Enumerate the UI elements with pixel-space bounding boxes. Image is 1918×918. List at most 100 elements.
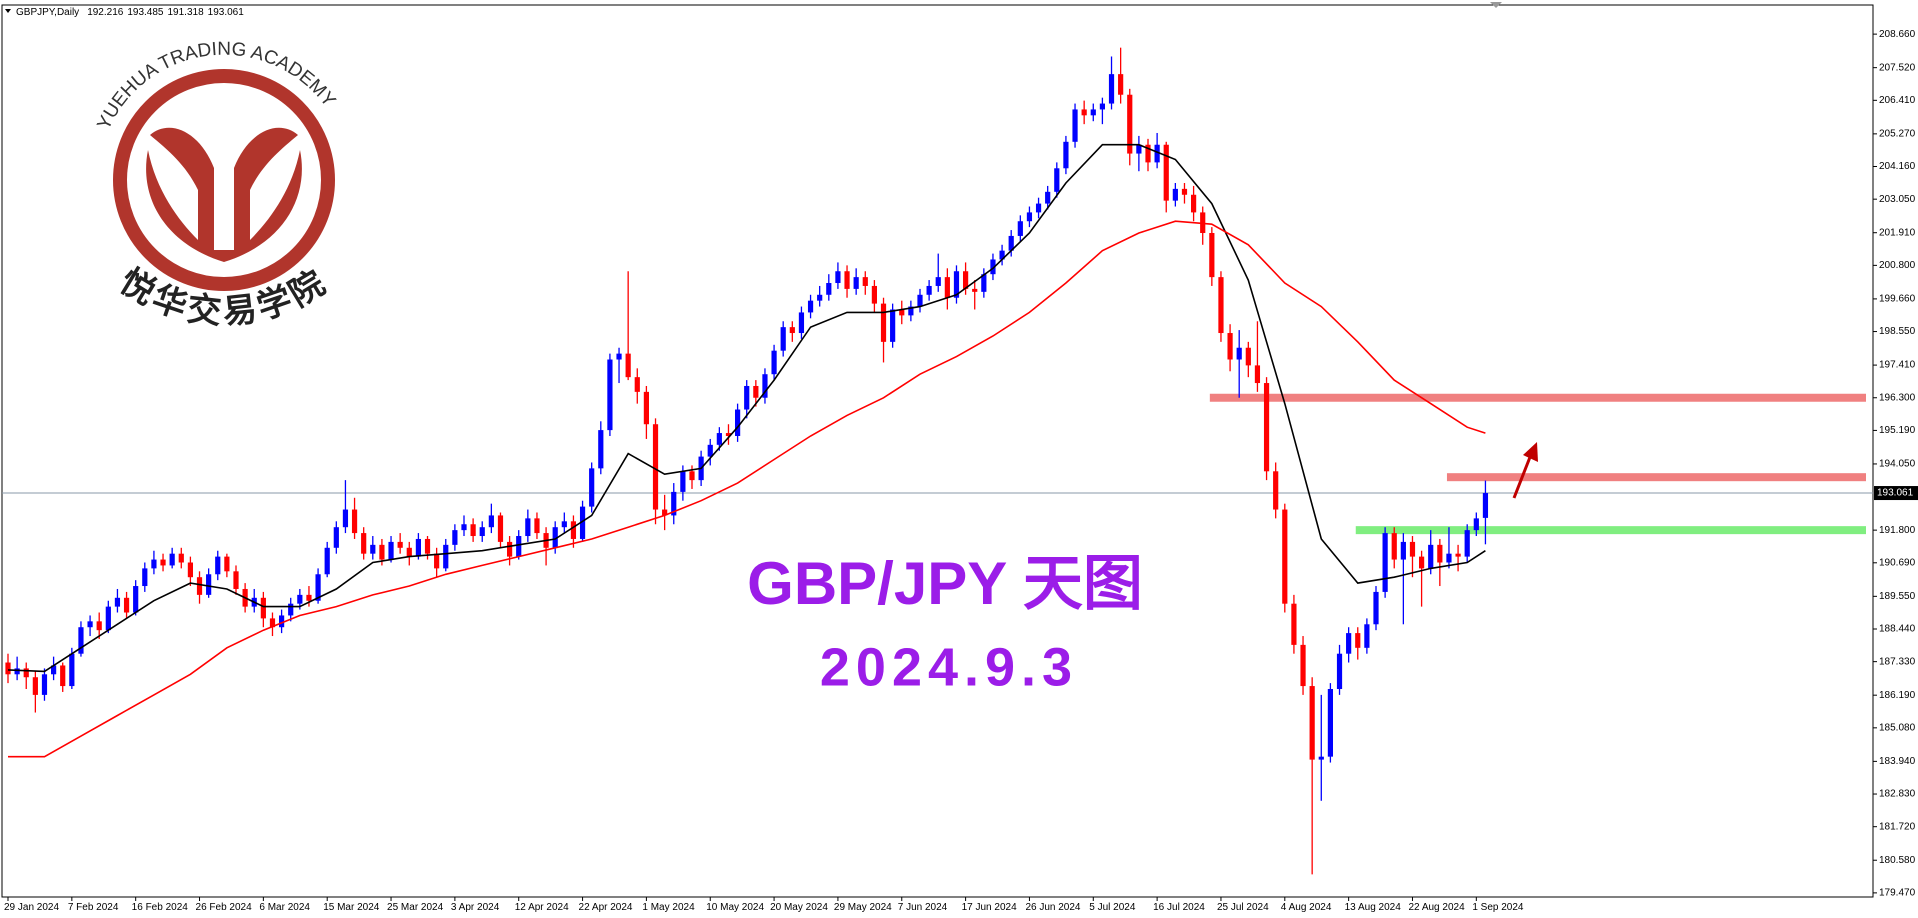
candle-body xyxy=(525,518,531,537)
candle-body xyxy=(1090,109,1096,116)
candle-body xyxy=(1209,233,1215,278)
header: GBPJPY,Daily 192.216 193.485 191.318 193.061 xyxy=(16,7,244,18)
candle-body xyxy=(1327,689,1333,757)
candle-body xyxy=(935,277,941,286)
candle-body xyxy=(671,491,677,516)
candle-body xyxy=(1437,544,1443,563)
y-tick-label: 185.080 xyxy=(1879,722,1916,733)
y-tick-label: 197.410 xyxy=(1879,360,1916,371)
y-tick-label: 204.160 xyxy=(1879,161,1916,172)
x-tick-label: 6 Mar 2024 xyxy=(259,902,310,913)
candle-body xyxy=(552,527,558,548)
y-tick-label: 196.300 xyxy=(1879,392,1916,403)
y-tick-label: 208.660 xyxy=(1879,29,1916,40)
candle-body xyxy=(972,288,978,292)
candle-body xyxy=(516,536,522,557)
candle-body xyxy=(1081,109,1087,116)
arrow-head xyxy=(1523,442,1538,462)
x-tick-label: 3 Apr 2024 xyxy=(451,902,500,913)
candle-body xyxy=(871,285,877,304)
candle-body xyxy=(424,538,431,554)
candle-body xyxy=(1026,212,1033,222)
candle-body xyxy=(315,574,321,601)
candle-body xyxy=(1127,94,1133,154)
candle-body xyxy=(1099,103,1105,110)
y-tick-label: 199.660 xyxy=(1879,294,1916,305)
candle-body xyxy=(862,277,868,286)
candle-body xyxy=(1400,541,1406,560)
candle-body xyxy=(725,433,732,436)
candle-body xyxy=(105,606,111,631)
y-tick-label: 187.330 xyxy=(1879,656,1916,667)
y-tick-label: 207.520 xyxy=(1879,62,1916,73)
candle-body xyxy=(507,541,513,557)
candle-body xyxy=(680,471,686,492)
moving-average xyxy=(8,220,1486,758)
last-price-label: 193.061 xyxy=(1877,488,1914,499)
candle-body xyxy=(616,353,622,360)
candle-body xyxy=(1008,235,1014,251)
candle-body xyxy=(953,271,960,298)
candle-body xyxy=(78,627,84,654)
candle-body xyxy=(1391,533,1397,560)
candle-body xyxy=(716,433,722,445)
y-tick-label: 180.580 xyxy=(1879,855,1916,866)
y-tick-label: 203.050 xyxy=(1879,194,1916,205)
candle-body xyxy=(488,515,494,528)
y-tick-label: 189.550 xyxy=(1879,591,1916,602)
candle-body xyxy=(1455,553,1461,557)
candle-body xyxy=(981,274,987,292)
y-tick-label: 191.800 xyxy=(1879,525,1916,536)
x-tick-label: 16 Feb 2024 xyxy=(132,902,189,913)
x-tick-label: 20 May 2024 xyxy=(770,902,828,913)
candle-body xyxy=(224,556,230,572)
y-tick-label: 179.470 xyxy=(1879,888,1916,899)
candle-body xyxy=(899,309,905,316)
candle-body xyxy=(625,353,631,378)
x-tick-label: 7 Jun 2024 xyxy=(898,902,948,913)
candle-body xyxy=(1336,653,1343,690)
candle-body xyxy=(1245,347,1251,366)
candle-body xyxy=(643,391,649,425)
candle-body xyxy=(142,568,148,587)
candle-body xyxy=(288,603,294,616)
candle-body xyxy=(32,677,38,695)
candle-body xyxy=(196,577,203,595)
x-tick-label: 4 Aug 2024 xyxy=(1281,902,1332,913)
candle-body xyxy=(1035,203,1042,213)
candle-body xyxy=(206,574,212,595)
header-symbol: GBPJPY,Daily xyxy=(16,7,79,18)
candle-body xyxy=(771,350,777,375)
candle-body xyxy=(880,303,887,342)
candle-body xyxy=(51,665,57,675)
candle-body xyxy=(1227,333,1233,360)
candle-body xyxy=(1218,277,1224,334)
candle-body xyxy=(807,300,814,313)
level-zone xyxy=(1355,526,1866,535)
scroll-marker xyxy=(1490,2,1502,8)
x-tick-label: 17 Jun 2024 xyxy=(962,902,1017,913)
candle-body xyxy=(269,618,276,628)
x-tick-label: 1 May 2024 xyxy=(642,902,695,913)
x-tick-label: 16 Jul 2024 xyxy=(1153,902,1205,913)
y-tick-label: 206.410 xyxy=(1879,95,1916,106)
last-price-box xyxy=(1874,486,1918,501)
candle-body xyxy=(634,377,640,392)
candle-body xyxy=(963,271,969,289)
candle-body xyxy=(324,547,330,575)
arrow-shaft xyxy=(1512,451,1534,499)
candle-body xyxy=(917,294,923,307)
candle-body xyxy=(1063,141,1069,169)
candle-body xyxy=(434,553,440,569)
candle-body xyxy=(406,547,412,557)
candle-body xyxy=(1045,191,1051,204)
candle-body xyxy=(1172,188,1178,201)
candle-body xyxy=(753,385,759,398)
candle-body xyxy=(415,538,421,557)
candle-body xyxy=(351,509,358,534)
y-tick-label: 188.440 xyxy=(1879,624,1916,635)
candle-body xyxy=(1154,144,1160,163)
y-tick-label: 186.190 xyxy=(1879,690,1916,701)
candle-body xyxy=(479,527,485,537)
